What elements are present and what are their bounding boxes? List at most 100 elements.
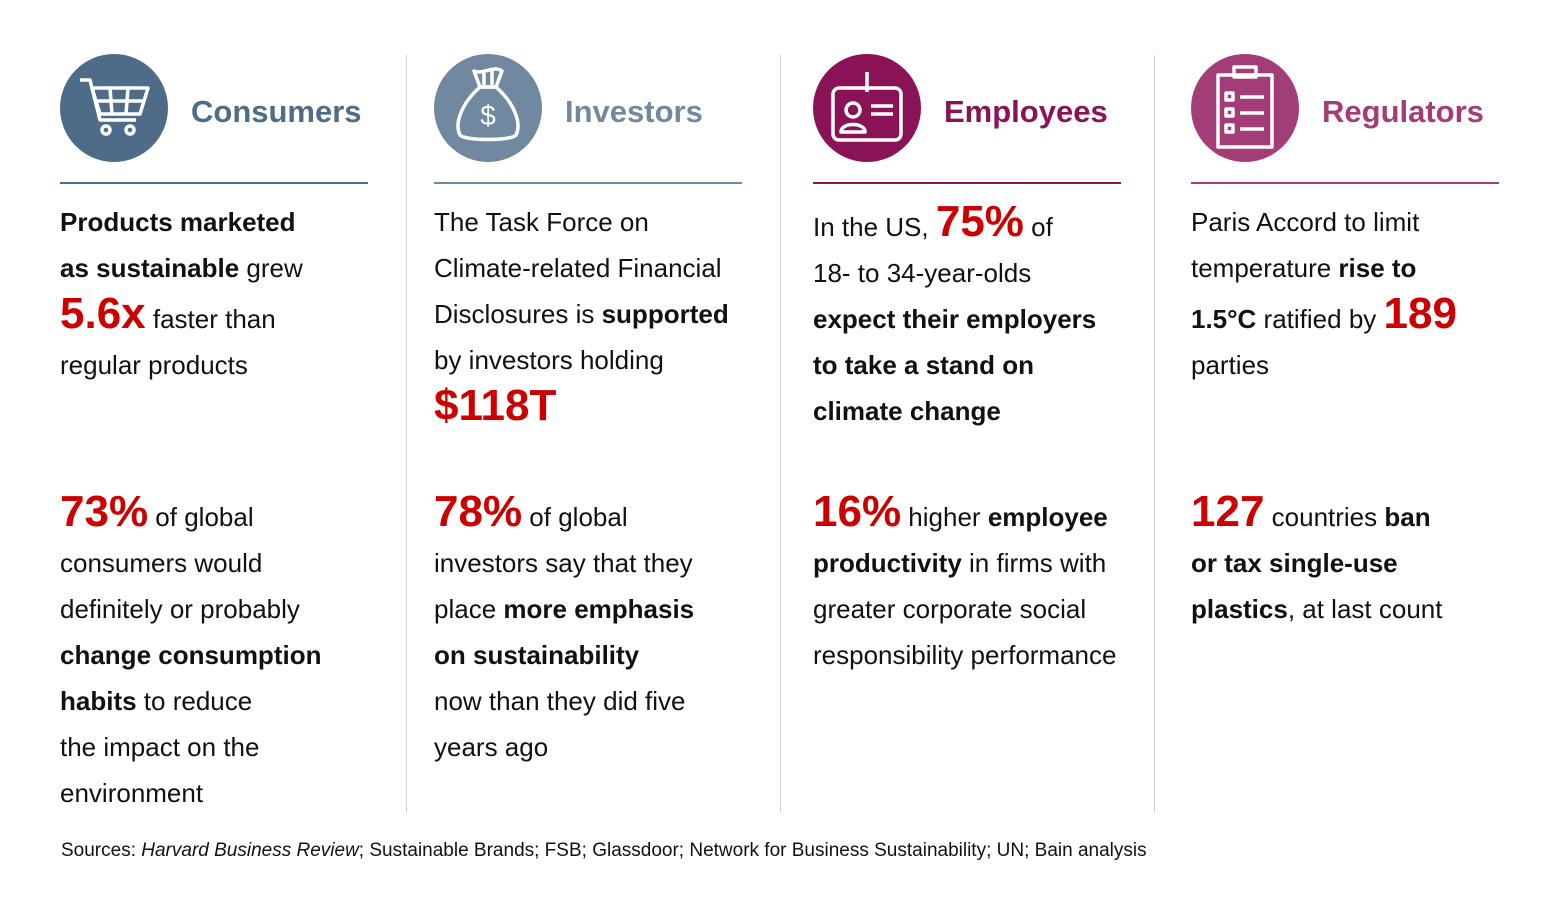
stat-paragraph: Products marketed as sustainable grew 5.6x… xyxy=(60,199,303,388)
text-line: regular products xyxy=(60,342,303,388)
consumers-icon-circle xyxy=(60,54,168,162)
investors-icon-circle: $ xyxy=(434,54,542,162)
heading-rule xyxy=(434,182,742,184)
text-line: Paris Accord to limit xyxy=(1191,199,1457,245)
text-line: by investors holding xyxy=(434,337,729,383)
column-heading: Investors xyxy=(565,94,703,129)
text-line: or tax single-use xyxy=(1191,540,1442,586)
highlight-figure: 16% xyxy=(813,487,902,536)
text: in firms with xyxy=(961,548,1107,578)
bold-text: change consumption xyxy=(60,640,322,670)
sources-italic: Harvard Business Review xyxy=(141,840,359,861)
text-line: Disclosures is supported xyxy=(434,291,729,337)
text-line: definitely or probably xyxy=(60,586,321,632)
text: Paris Accord to limit xyxy=(1191,207,1420,237)
text: The Task Force on xyxy=(434,207,649,237)
text: by investors holding xyxy=(434,345,664,375)
text-line: 5.6x faster than xyxy=(60,291,303,342)
text: 18- to 34-year-olds xyxy=(813,258,1032,288)
highlight-figure: 127 xyxy=(1191,487,1265,536)
text-line: environment xyxy=(60,770,321,816)
text-line: responsibility performance xyxy=(813,632,1116,678)
text: temperature xyxy=(1191,253,1339,283)
bold-text: Products marketed xyxy=(60,207,296,237)
bold-text: to take a stand on xyxy=(813,350,1035,380)
text: In the US, xyxy=(813,212,936,242)
text: consumers would xyxy=(60,548,263,578)
text-line: years ago xyxy=(434,724,694,770)
text: years ago xyxy=(434,732,549,762)
bold-text: habits xyxy=(60,686,137,716)
text-line: change consumption xyxy=(60,632,321,678)
column-investors: $ Investors The Task Force on Climate-relat… xyxy=(434,0,764,820)
highlight-figure: 73% xyxy=(60,487,149,536)
text-line: productivity in firms with xyxy=(813,540,1116,586)
text: environment xyxy=(60,778,204,808)
highlight-figure: 189 xyxy=(1383,289,1457,338)
stat-paragraph: Paris Accord to limit temperature rise to… xyxy=(1191,199,1457,388)
bold-text: on sustainability xyxy=(434,640,640,670)
text: parties xyxy=(1191,350,1270,380)
bold-text: productivity xyxy=(813,548,962,578)
heading-rule xyxy=(1191,182,1499,184)
bold-text: expect their employers xyxy=(813,304,1097,334)
text: grew xyxy=(239,253,303,283)
stat-paragraph: 78% of global investors say that they plac… xyxy=(434,489,694,770)
text: Disclosures is xyxy=(434,299,602,329)
bold-text: or tax single-use xyxy=(1191,548,1398,578)
bold-text: employee xyxy=(987,502,1108,532)
text: higher xyxy=(901,502,988,532)
column-consumers: Consumers Products marketed as sustainable… xyxy=(60,0,390,820)
clipboard-checklist-icon xyxy=(1210,61,1280,156)
highlight-figure: 78% xyxy=(434,487,523,536)
bold-text: more emphasis xyxy=(503,594,695,624)
employees-icon-circle xyxy=(813,54,921,162)
text-line: expect their employers xyxy=(813,296,1096,342)
text-line: 78% of global xyxy=(434,489,694,540)
heading-rule xyxy=(813,182,1121,184)
stat-paragraph: The Task Force on Climate-related Financi… xyxy=(434,199,729,434)
bold-text: as sustainable xyxy=(60,253,240,283)
text-line: temperature rise to xyxy=(1191,245,1457,291)
text: the impact on the xyxy=(60,732,260,762)
stat-paragraph: 16% higher employee productivity in firms… xyxy=(813,489,1116,678)
text-line: In the US, 75% of xyxy=(813,199,1096,250)
highlight-figure: 5.6x xyxy=(60,289,146,338)
id-badge-icon xyxy=(825,66,909,151)
text: place xyxy=(434,594,504,624)
bold-text: plastics xyxy=(1191,594,1288,624)
bold-text: rise to xyxy=(1338,253,1417,283)
column-heading: Regulators xyxy=(1322,94,1484,129)
text-line: 127 countries ban xyxy=(1191,489,1442,540)
text-line: Climate-related Financial xyxy=(434,245,729,291)
shopping-cart-icon xyxy=(74,66,154,151)
regulators-icon-circle xyxy=(1191,54,1299,162)
text-line: climate change xyxy=(813,388,1096,434)
text-line: to take a stand on xyxy=(813,342,1096,388)
sources-label: Sources: xyxy=(61,840,142,861)
svg-text:$: $ xyxy=(480,100,496,131)
heading-rule xyxy=(60,182,368,184)
sources-rest: ; Sustainable Brands; FSB; Glassdoor; Ne… xyxy=(358,840,1147,861)
text-line: 73% of global xyxy=(60,489,321,540)
column-heading: Employees xyxy=(944,94,1108,129)
sources-note: Sources: Harvard Business Review; Sustai… xyxy=(61,840,1147,862)
text: of global xyxy=(522,502,628,532)
stat-paragraph: 127 countries ban or tax single-use plasti… xyxy=(1191,489,1442,632)
column-heading: Consumers xyxy=(191,94,362,129)
text: investors say that they xyxy=(434,548,693,578)
highlight-figure: 75% xyxy=(935,197,1024,246)
text-line: place more emphasis xyxy=(434,586,694,632)
text-line: investors say that they xyxy=(434,540,694,586)
bold-text: ban xyxy=(1384,502,1431,532)
text-line: the impact on the xyxy=(60,724,321,770)
text-line: as sustainable grew xyxy=(60,245,303,291)
text-line: now than they did five xyxy=(434,678,694,724)
text: greater corporate social xyxy=(813,594,1087,624)
text-line: greater corporate social xyxy=(813,586,1116,632)
text: of global xyxy=(148,502,254,532)
text-line: parties xyxy=(1191,342,1457,388)
text: , at last count xyxy=(1287,594,1443,624)
bold-text: 1.5°C xyxy=(1191,304,1257,334)
text: of xyxy=(1023,212,1053,242)
